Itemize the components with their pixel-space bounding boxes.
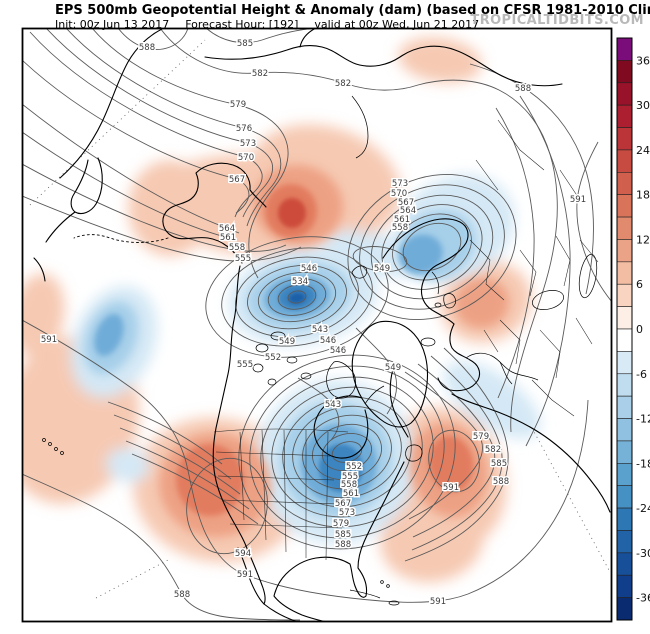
svg-text:594: 594 xyxy=(235,549,251,559)
svg-text:6: 6 xyxy=(636,278,643,291)
svg-text:588: 588 xyxy=(139,43,155,53)
svg-text:579: 579 xyxy=(473,432,489,442)
svg-text:552: 552 xyxy=(346,462,362,472)
svg-text:-24: -24 xyxy=(636,502,650,515)
svg-text:546: 546 xyxy=(320,336,336,346)
svg-text:570: 570 xyxy=(391,189,407,199)
svg-text:12: 12 xyxy=(636,233,650,246)
political-borders xyxy=(213,119,599,561)
svg-text:582: 582 xyxy=(335,79,351,89)
height-contours xyxy=(23,29,611,621)
svg-text:-30: -30 xyxy=(636,547,650,560)
svg-text:24: 24 xyxy=(636,144,650,157)
site-watermark: TROPICALTIDBITS.COM xyxy=(470,13,644,28)
svg-text:591: 591 xyxy=(430,597,446,607)
svg-text:585: 585 xyxy=(491,459,507,469)
svg-text:558: 558 xyxy=(392,223,408,233)
svg-text:-12: -12 xyxy=(636,413,650,426)
svg-text:573: 573 xyxy=(240,139,256,149)
svg-text:591: 591 xyxy=(237,570,253,580)
svg-text:558: 558 xyxy=(229,243,245,253)
svg-text:579: 579 xyxy=(333,519,349,529)
coastlines xyxy=(33,29,611,621)
svg-text:579: 579 xyxy=(230,100,246,110)
svg-text:546: 546 xyxy=(301,264,317,274)
svg-text:549: 549 xyxy=(385,363,401,373)
map-frame xyxy=(21,27,613,623)
svg-text:567: 567 xyxy=(398,198,414,208)
svg-text:591: 591 xyxy=(443,483,459,493)
svg-text:564: 564 xyxy=(400,206,416,216)
svg-text:534: 534 xyxy=(292,277,308,287)
svg-text:591: 591 xyxy=(41,335,57,345)
colorbar: 36 30 24 18 12 6 0 -6 -12 -18 -24 -30 -36 xyxy=(616,37,650,621)
svg-text:591: 591 xyxy=(570,195,586,205)
svg-text:555: 555 xyxy=(237,360,253,370)
svg-text:36: 36 xyxy=(636,54,650,67)
svg-text:546: 546 xyxy=(330,346,346,356)
svg-text:561: 561 xyxy=(343,489,359,499)
svg-text:585: 585 xyxy=(237,39,253,49)
svg-text:573: 573 xyxy=(339,508,355,518)
svg-text:543: 543 xyxy=(312,325,328,335)
svg-text:558: 558 xyxy=(341,480,357,490)
svg-text:549: 549 xyxy=(374,264,390,274)
svg-text:-18: -18 xyxy=(636,457,650,470)
svg-text:561: 561 xyxy=(220,233,236,243)
page-title: EPS 500mb Geopotential Height & Anomaly … xyxy=(55,3,650,18)
svg-text:582: 582 xyxy=(485,445,501,455)
svg-text:-6: -6 xyxy=(636,368,647,381)
svg-text:573: 573 xyxy=(392,179,408,189)
svg-text:-36: -36 xyxy=(636,592,650,605)
svg-text:564: 564 xyxy=(219,224,235,234)
svg-text:567: 567 xyxy=(335,499,351,509)
svg-text:0: 0 xyxy=(636,323,643,336)
svg-text:18: 18 xyxy=(636,189,650,202)
svg-text:567: 567 xyxy=(229,175,245,185)
svg-text:549: 549 xyxy=(279,337,295,347)
svg-text:576: 576 xyxy=(236,124,252,134)
svg-text:582: 582 xyxy=(252,69,268,79)
svg-text:555: 555 xyxy=(342,472,358,482)
svg-text:588: 588 xyxy=(493,477,509,487)
closed-low-contours xyxy=(205,174,517,550)
svg-text:561: 561 xyxy=(394,215,410,225)
svg-text:588: 588 xyxy=(515,84,531,94)
svg-text:588: 588 xyxy=(335,540,351,550)
svg-text:30: 30 xyxy=(636,99,650,112)
svg-text:588: 588 xyxy=(174,590,190,600)
svg-text:555: 555 xyxy=(235,254,251,264)
svg-text:570: 570 xyxy=(238,153,254,163)
svg-text:543: 543 xyxy=(325,400,341,410)
svg-text:552: 552 xyxy=(265,353,281,363)
svg-text:585: 585 xyxy=(335,530,351,540)
